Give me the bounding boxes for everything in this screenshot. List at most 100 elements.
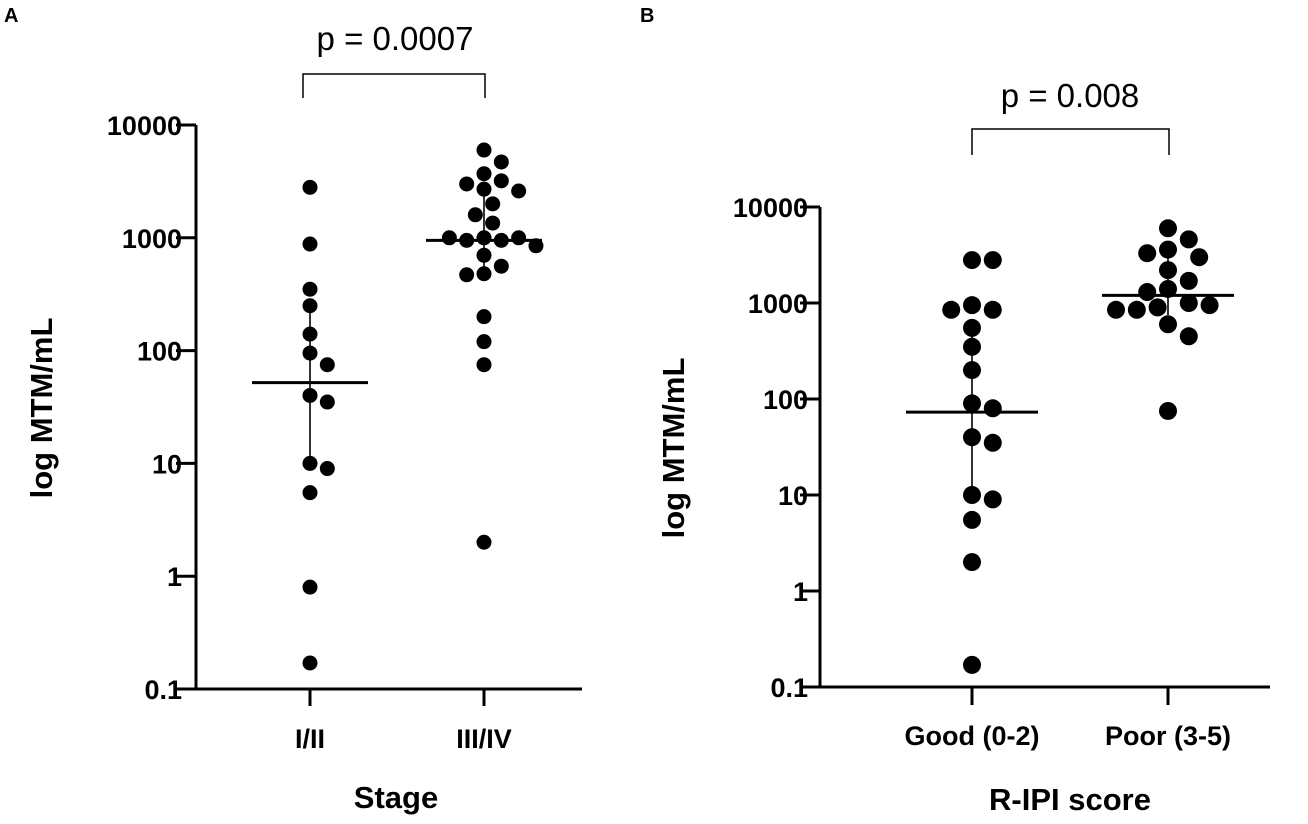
panel-b-data-point (983, 433, 1002, 452)
panel-a-data-point (476, 309, 492, 325)
panel-a-data-point (528, 238, 544, 254)
panel-b-y-tick-label: 100 (763, 385, 808, 415)
panel-a-x-axis-title: Stage (354, 780, 438, 815)
panel-a-y-ticks: 0.1 1 10 100 1000 10000 (107, 111, 196, 705)
panel-b-data-point (963, 251, 981, 270)
panel-a-y-tick-label: 1 (167, 562, 182, 592)
panel-a-p-value: p = 0.0007 (317, 20, 474, 57)
panel-a-category-label: I/II (295, 724, 325, 754)
panel-b-x-axis-title: R-IPI score (989, 782, 1151, 817)
panel-b-x-ticks: Good (0-2) Poor (3-5) (905, 687, 1231, 751)
panel-a-data-point (476, 142, 492, 158)
panel-a-y-tick-label: 100 (137, 337, 182, 367)
panel-b-data-point (1179, 271, 1198, 290)
panel-b-data-point (983, 490, 1002, 509)
panel-b-significance-bracket (971, 128, 1170, 155)
panel-a-y-tick-label: 0.1 (144, 675, 182, 705)
panel-b-data-point (1107, 300, 1126, 319)
panel-b-data-point (963, 655, 981, 674)
panel-b-p-value: p = 0.008 (1001, 77, 1140, 114)
panel-b-category-label: Good (0-2) (905, 721, 1040, 751)
panel-a-data-point (493, 173, 509, 189)
panel-a-marks (252, 142, 544, 671)
panel-b-data-point (1179, 230, 1198, 249)
panel-b-y-tick-label: 1 (793, 577, 808, 607)
panel-a-data-point (459, 267, 475, 283)
panel-a-significance-bracket (302, 73, 486, 98)
panel-b-data-point (963, 361, 981, 380)
panel-a-data-point (302, 579, 318, 595)
panel-b-data-point (963, 486, 981, 504)
panel-b-data-point (1148, 298, 1167, 317)
panel-a-data-point (476, 247, 492, 263)
panel-b-data-point (1159, 240, 1177, 259)
panel-a-data-point (485, 196, 501, 212)
panel-b-data-point (1138, 244, 1157, 263)
panel-b-y-tick-label: 1000 (748, 289, 808, 319)
panel-a-data-point (511, 230, 527, 246)
panel-b: B p = 0.008 0.1 1 10 100 1000 10000 Good (0-2… (640, 5, 1270, 817)
panel-b-data-point (1159, 219, 1177, 238)
panel-b-data-point (963, 553, 981, 572)
panel-a-data-point (459, 176, 475, 192)
panel-b-data-point (963, 428, 981, 447)
panel-a-data-point (511, 183, 527, 199)
panel-a-data-point (493, 258, 509, 274)
panel-b-data-point (1179, 327, 1198, 346)
panel-b-data-point (983, 399, 1002, 418)
panel-b-data-point (1127, 300, 1146, 319)
panel-a-data-point (476, 166, 492, 182)
panel-b-y-tick-label: 0.1 (770, 673, 808, 703)
panel-a-data-point (476, 266, 492, 282)
panel-a-y-tick-label: 10 (152, 449, 182, 479)
panel-b-data-point (1200, 296, 1219, 315)
panel-a-data-point (485, 215, 501, 231)
panel-b-category-label: Poor (3-5) (1105, 721, 1231, 751)
panel-b-label: B (640, 5, 654, 27)
panel-a-data-point (441, 230, 457, 246)
panel-a-data-point (467, 207, 483, 223)
panel-b-data-point (1138, 283, 1157, 302)
panel-b-y-tick-label: 10000 (733, 193, 808, 223)
panel-a-data-point (302, 179, 318, 195)
panel-b-data-point (963, 510, 981, 529)
panel-a-data-point (302, 281, 318, 297)
panel-b-data-point (963, 394, 981, 413)
panel-a-data-point (302, 387, 318, 403)
panel-b-data-point (1159, 401, 1177, 420)
panel-b-data-point (963, 337, 981, 356)
panel-a-data-point (302, 236, 318, 252)
panel-b-data-point (963, 296, 981, 315)
panel-b-data-point (983, 251, 1002, 270)
panel-a-data-point (302, 298, 318, 314)
panel-a-data-point (476, 534, 492, 550)
panel-a-data-point (302, 655, 318, 671)
panel-a-x-ticks: I/II III/IV (295, 689, 512, 754)
panel-a-data-point (319, 461, 335, 477)
panel-a-data-point (493, 154, 509, 170)
panel-b-y-ticks: 0.1 1 10 100 1000 10000 (733, 193, 820, 703)
panel-a-data-point (302, 455, 318, 471)
panel-a-data-point (476, 230, 492, 246)
panel-b-marks (906, 219, 1234, 674)
panel-a-category-label: III/IV (456, 724, 512, 754)
panel-b-data-point (1159, 279, 1177, 298)
panel-a-label: A (4, 5, 18, 27)
panel-b-data-point (942, 300, 961, 319)
panel-a-data-point (319, 357, 335, 373)
panel-b-data-point (1159, 261, 1177, 280)
panel-a-data-point (476, 181, 492, 197)
panel-b-y-tick-label: 10 (778, 481, 808, 511)
panel-a-data-point (302, 485, 318, 501)
panel-a-data-point (476, 357, 492, 373)
panel-b-data-point (1190, 248, 1209, 267)
panel-a-data-point (302, 326, 318, 342)
panel-a-data-point (319, 394, 335, 410)
panel-a-data-point (302, 345, 318, 361)
panel-a-y-tick-label: 1000 (122, 224, 182, 254)
panel-b-data-point (983, 300, 1002, 319)
panel-a: A p = 0.0007 0.1 1 10 100 1000 10000 I/II III/… (4, 5, 582, 815)
panel-a-y-axis-title: log MTM/mL (24, 318, 59, 499)
panel-b-data-point (1179, 294, 1198, 312)
